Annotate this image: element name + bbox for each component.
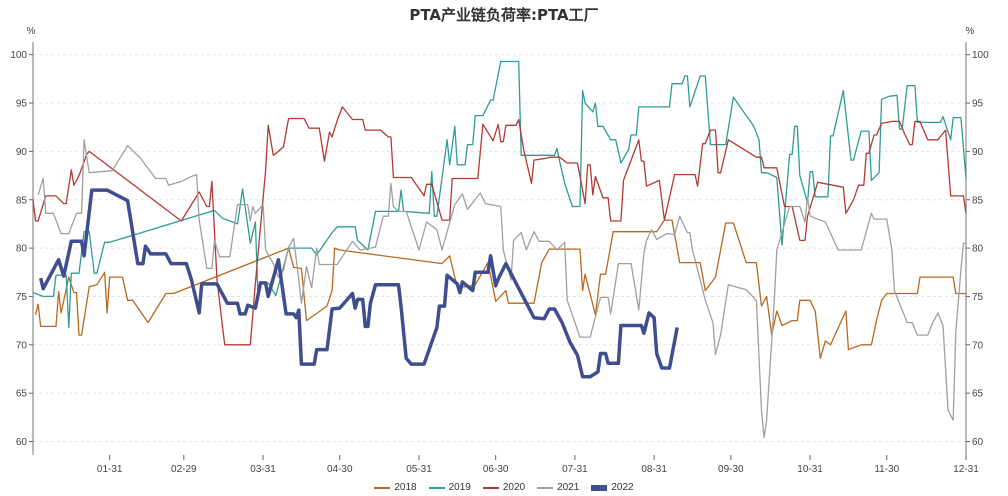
- y-tick-label-right: 85: [972, 195, 984, 206]
- x-tick-label: 08-31: [641, 464, 667, 475]
- x-tick-label: 01-31: [97, 464, 123, 475]
- series-line-2018: [34, 219, 966, 359]
- legend-label: 2019: [448, 482, 471, 493]
- y-tick-label-left: 95: [16, 99, 28, 110]
- legend-label: 2018: [394, 482, 417, 493]
- legend: 2018 2019 2020 2021 2022: [0, 482, 1008, 493]
- legend-item-2021[interactable]: 2021: [537, 482, 579, 493]
- series-line-2021: [37, 139, 966, 439]
- legend-swatch: [591, 484, 608, 491]
- chart-title: PTA产业链负荷率:PTA工厂: [409, 6, 599, 24]
- legend-item-2022[interactable]: 2022: [591, 482, 634, 493]
- y-tick-label-left: 65: [16, 389, 28, 400]
- y-tick-label-left: 100: [10, 50, 27, 61]
- legend-label: 2021: [557, 482, 580, 493]
- x-tick-label: 07-31: [562, 464, 588, 475]
- legend-swatch: [374, 486, 391, 489]
- y-tick-label-right: 100: [972, 50, 989, 61]
- x-tick-label: 02-29: [171, 464, 197, 475]
- y-tick-label-right: 65: [972, 389, 984, 400]
- y-tick-label-right: 60: [972, 437, 984, 448]
- y-tick-label-left: 90: [16, 147, 28, 158]
- y-tick-label-left: 60: [16, 437, 28, 448]
- y-tick-label-right: 80: [972, 244, 984, 255]
- y-tick-label-left: 75: [16, 292, 28, 303]
- x-tick-label: 09-30: [718, 464, 744, 475]
- series-line-2020: [32, 106, 967, 346]
- y-tick-label-right: 70: [972, 340, 984, 351]
- legend-item-2019[interactable]: 2019: [428, 482, 471, 493]
- y-tick-label-left: 85: [16, 195, 28, 206]
- legend-item-2020[interactable]: 2020: [482, 482, 526, 493]
- y-tick-label-right: 75: [972, 292, 984, 303]
- legend-swatch: [482, 486, 499, 489]
- legend-swatch: [428, 486, 445, 489]
- x-tick-label: 04-30: [327, 464, 353, 475]
- legend-label: 2020: [502, 482, 526, 493]
- legend-label: 2022: [611, 482, 634, 493]
- y-tick-label-right: 90: [972, 147, 984, 158]
- series-line-2022: [38, 188, 679, 379]
- x-tick-label: 12-31: [953, 464, 979, 475]
- series-line-2019: [32, 60, 967, 329]
- x-tick-label: 10-31: [797, 464, 823, 475]
- x-tick-label: 03-31: [250, 464, 276, 475]
- x-tick-label: 05-31: [406, 464, 432, 475]
- x-tick-label: 06-30: [483, 464, 509, 475]
- y-tick-label-right: 95: [972, 99, 984, 110]
- y-tick-label-left: 70: [16, 340, 28, 351]
- legend-swatch: [537, 486, 554, 489]
- y-tick-label-left: 80: [16, 244, 28, 255]
- legend-item-2018[interactable]: 2018: [374, 482, 417, 493]
- x-tick-label: 11-30: [874, 464, 899, 475]
- y-unit-left: %: [27, 26, 36, 37]
- y-unit-right: %: [966, 26, 975, 37]
